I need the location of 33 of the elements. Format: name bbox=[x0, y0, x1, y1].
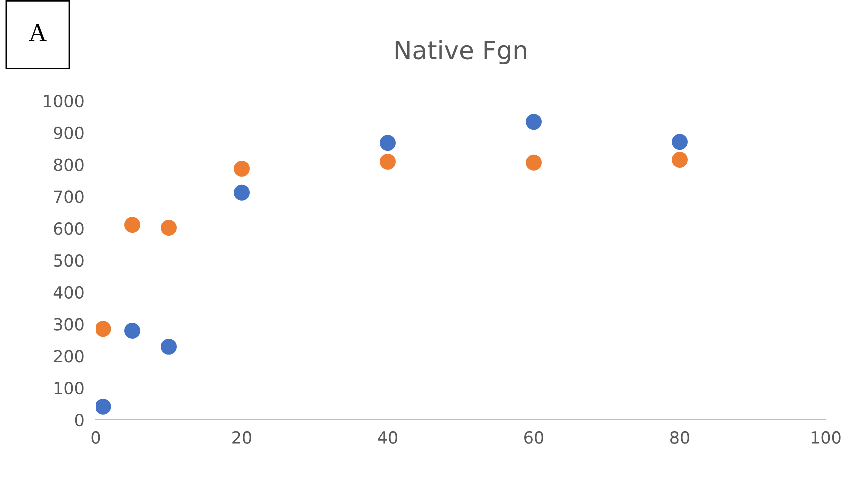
y-tick-label: 500 bbox=[54, 254, 84, 268]
point bbox=[672, 134, 688, 150]
x-tick-label: 60 bbox=[524, 431, 544, 444]
y-tick-label: 200 bbox=[54, 350, 84, 363]
point bbox=[124, 323, 140, 339]
text: A bbox=[29, 24, 47, 42]
x-tick-label: 100 bbox=[812, 431, 841, 444]
y-tick-label: 900 bbox=[54, 126, 84, 140]
point bbox=[380, 135, 396, 152]
point bbox=[161, 220, 177, 236]
point bbox=[672, 152, 688, 168]
y-tick-label: 400 bbox=[54, 286, 84, 299]
point bbox=[96, 398, 112, 415]
y-tick-label: 1000 bbox=[44, 94, 84, 108]
point bbox=[234, 184, 250, 201]
y-tick-label: 800 bbox=[54, 158, 84, 172]
point bbox=[234, 160, 250, 177]
point bbox=[124, 217, 140, 234]
point bbox=[96, 321, 112, 338]
chart-title: Native Fgn bbox=[396, 40, 526, 65]
x-tick-label: 80 bbox=[670, 431, 690, 444]
y-tick-label: 300 bbox=[54, 318, 84, 331]
x-tick-label: 20 bbox=[232, 431, 252, 444]
point bbox=[380, 154, 396, 170]
point bbox=[526, 154, 542, 171]
y-tick-label: 0 bbox=[75, 414, 84, 427]
y-tick-label: 600 bbox=[54, 222, 84, 236]
point bbox=[526, 114, 542, 130]
point bbox=[161, 338, 177, 355]
y-tick-label: 700 bbox=[54, 190, 84, 204]
y-tick-label: 100 bbox=[54, 382, 84, 395]
x-tick-label: 0 bbox=[92, 431, 100, 444]
x-tick-label: 40 bbox=[378, 431, 398, 444]
